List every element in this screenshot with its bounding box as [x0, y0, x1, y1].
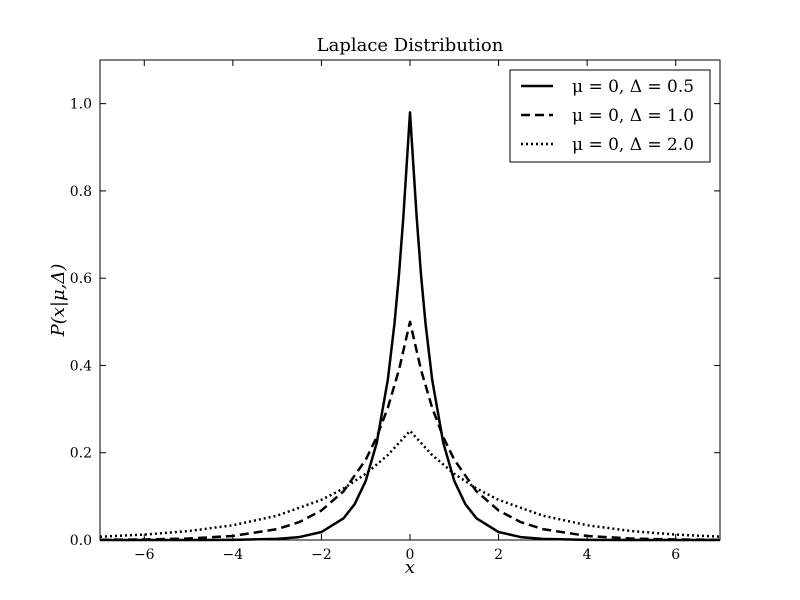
- series-layer: [99, 111, 721, 542]
- tick-layer: −6 −4 −2 0 2 4 6 0.0 0.2 0.4 0.6 0.8 1.0: [70, 60, 720, 563]
- x-tick-label: −4: [223, 547, 244, 563]
- x-tick-label: 4: [583, 547, 592, 563]
- y-tick-label: 0.0: [70, 533, 92, 549]
- legend-label-delta-1-0: μ = 0, Δ = 1.0: [572, 106, 694, 126]
- legend: μ = 0, Δ = 0.5 μ = 0, Δ = 1.0 μ = 0, Δ =…: [509, 69, 711, 163]
- x-axis-label: x: [405, 557, 415, 578]
- y-tick-label: 0.2: [70, 446, 92, 462]
- chart-title: Laplace Distribution: [317, 35, 504, 56]
- plot-frame: [99, 59, 721, 541]
- y-tick-label: 0.8: [70, 184, 92, 200]
- series-line-2: [99, 320, 721, 542]
- series-line-1: [100, 111, 720, 542]
- x-tick-label: 2: [494, 547, 503, 563]
- y-tick-label: 0.6: [70, 271, 92, 287]
- y-tick-label: 0.4: [70, 358, 92, 374]
- legend-label-delta-2-0: μ = 0, Δ = 2.0: [572, 135, 694, 155]
- x-tick-label: −6: [134, 547, 155, 563]
- x-tick-label: −2: [311, 547, 332, 563]
- y-tick-label: 1.0: [70, 97, 92, 113]
- y-axis-label: P(x|μ,Δ): [48, 264, 69, 338]
- legend-label-delta-0-5: μ = 0, Δ = 0.5: [572, 77, 694, 97]
- x-tick-label: 0: [406, 547, 415, 563]
- x-tick-label: 6: [671, 547, 680, 563]
